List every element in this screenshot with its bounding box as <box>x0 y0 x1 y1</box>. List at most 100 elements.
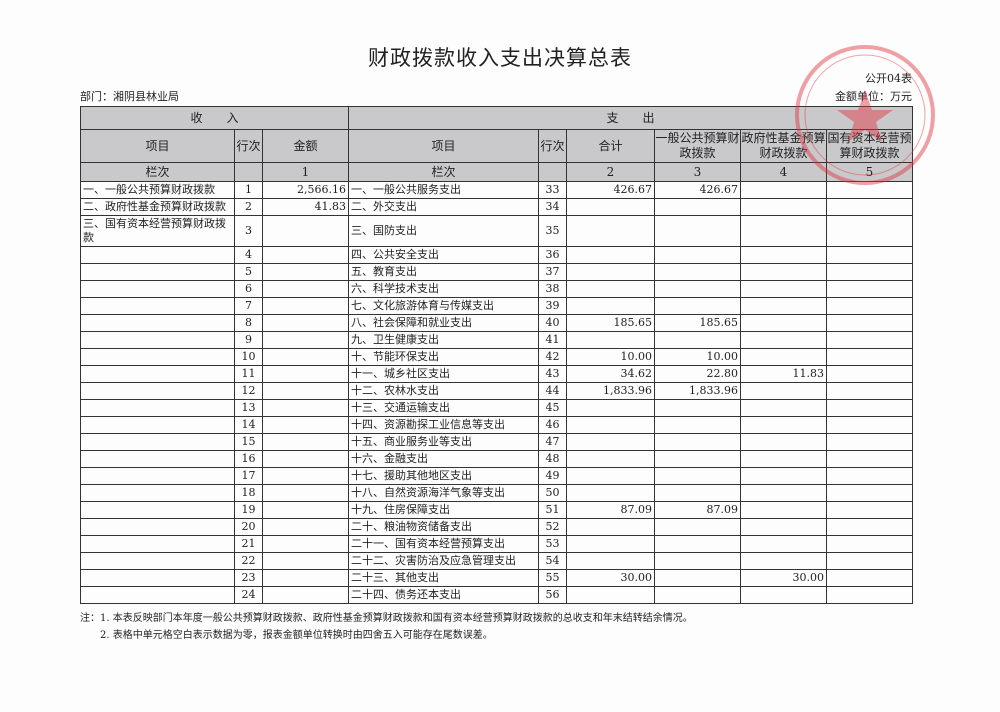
cell-general: 22.80 <box>654 365 741 383</box>
cell-general: 185.65 <box>654 314 741 332</box>
table-row: 三、国有资本经营预算财政拨款 3 三、国防支出 35 <box>80 215 913 247</box>
cell-state <box>826 297 913 315</box>
cell-ex-no: 45 <box>538 399 567 417</box>
table-row: 20 二十、粮油物资储备支出 52 <box>80 518 913 536</box>
cell-in-amt <box>262 215 349 247</box>
col-header: 一般公共预算财政拨款 <box>654 129 741 163</box>
cell-total <box>566 433 655 451</box>
cell-in-item <box>80 280 235 298</box>
cell-general <box>654 331 741 349</box>
cell-total <box>566 246 655 264</box>
cell-state <box>826 181 913 199</box>
cell-ex-no: 43 <box>538 365 567 383</box>
cell-ex-item: 十五、商业服务业等支出 <box>348 433 539 451</box>
cell-ex-item: 十二、农林水支出 <box>348 382 539 400</box>
cell-fund <box>740 263 827 281</box>
cell-in-item: 一、一般公共预算财政拨款 <box>80 181 235 199</box>
cell-ex-no: 37 <box>538 263 567 281</box>
cell-in-item <box>80 569 235 587</box>
cell-ex-item: 十四、资源勘探工业信息等支出 <box>348 416 539 434</box>
cell-in-item <box>80 331 235 349</box>
cell-state <box>826 450 913 468</box>
cell-in-item <box>80 450 235 468</box>
cell-general <box>654 484 741 502</box>
cell-in-amt <box>262 586 349 604</box>
cell-ex-no: 47 <box>538 433 567 451</box>
cell-state <box>826 331 913 349</box>
col-header: 项目 <box>80 129 235 163</box>
cell-ex-no: 38 <box>538 280 567 298</box>
cell-total: 1,833.96 <box>566 382 655 400</box>
cell-fund <box>740 246 827 264</box>
cell-in-no: 8 <box>234 314 263 332</box>
cell-total <box>566 399 655 417</box>
cell-ex-no: 34 <box>538 198 567 216</box>
cell-fund <box>740 399 827 417</box>
cell-state <box>826 586 913 604</box>
cell-in-amt <box>262 297 349 315</box>
cell-general <box>654 569 741 587</box>
cell-fund <box>740 280 827 298</box>
cell-in-amt <box>262 331 349 349</box>
cell-in-amt <box>262 314 349 332</box>
cell-in-no: 16 <box>234 450 263 468</box>
cell-ex-item: 二、外交支出 <box>348 198 539 216</box>
col-index: 1 <box>262 162 349 182</box>
cell-ex-item: 十九、住房保障支出 <box>348 501 539 519</box>
cell-fund <box>740 314 827 332</box>
cell-fund <box>740 518 827 536</box>
table-row: 22 二十二、灾害防治及应急管理支出 54 <box>80 552 913 570</box>
cell-general: 426.67 <box>654 181 741 199</box>
form-number: 公开04表 <box>865 72 912 85</box>
cell-ex-item: 十、节能环保支出 <box>348 348 539 366</box>
cell-general: 1,833.96 <box>654 382 741 400</box>
cell-fund <box>740 535 827 553</box>
cell-in-amt <box>262 535 349 553</box>
cell-in-no: 20 <box>234 518 263 536</box>
cell-in-no: 9 <box>234 331 263 349</box>
notes: 注：1. 本表反映部门本年度一般公共预算财政拨款、政府性基金预算财政拨款和国有资… <box>80 610 693 644</box>
department: 部门：湘阴县林业局 <box>80 90 179 103</box>
cell-in-no: 14 <box>234 416 263 434</box>
cell-in-no: 1 <box>234 181 263 199</box>
cell-general <box>654 450 741 468</box>
cell-state <box>826 552 913 570</box>
cell-in-no: 22 <box>234 552 263 570</box>
cell-ex-item: 一、一般公共服务支出 <box>348 181 539 199</box>
cell-total <box>566 467 655 485</box>
cell-fund <box>740 416 827 434</box>
cell-ex-no: 51 <box>538 501 567 519</box>
cell-state <box>826 365 913 383</box>
cell-fund <box>740 552 827 570</box>
col-header: 行次 <box>234 129 263 163</box>
income-header: 收 入 <box>80 106 349 130</box>
cell-ex-no: 42 <box>538 348 567 366</box>
cell-fund <box>740 450 827 468</box>
cell-in-amt <box>262 450 349 468</box>
cell-in-amt <box>262 569 349 587</box>
cell-in-item <box>80 484 235 502</box>
cell-fund: 30.00 <box>740 569 827 587</box>
cell-fund <box>740 297 827 315</box>
cell-in-amt <box>262 263 349 281</box>
cell-general <box>654 280 741 298</box>
cell-total: 87.09 <box>566 501 655 519</box>
cell-in-item <box>80 586 235 604</box>
cell-ex-item: 十三、交通运输支出 <box>348 399 539 417</box>
cell-general <box>654 263 741 281</box>
col-header: 项目 <box>348 129 539 163</box>
cell-state <box>826 280 913 298</box>
col-index: 3 <box>654 162 741 182</box>
cell-fund <box>740 331 827 349</box>
col-index: 5 <box>826 162 913 182</box>
cell-in-item <box>80 263 235 281</box>
table-row: 17 十七、援助其他地区支出 49 <box>80 467 913 485</box>
cell-ex-no: 46 <box>538 416 567 434</box>
table-row: 18 十八、自然资源海洋气象等支出 50 <box>80 484 913 502</box>
cell-general: 10.00 <box>654 348 741 366</box>
cell-in-item <box>80 535 235 553</box>
table-row: 13 十三、交通运输支出 45 <box>80 399 913 417</box>
cell-ex-no: 56 <box>538 586 567 604</box>
cell-ex-item: 二十二、灾害防治及应急管理支出 <box>348 552 539 570</box>
